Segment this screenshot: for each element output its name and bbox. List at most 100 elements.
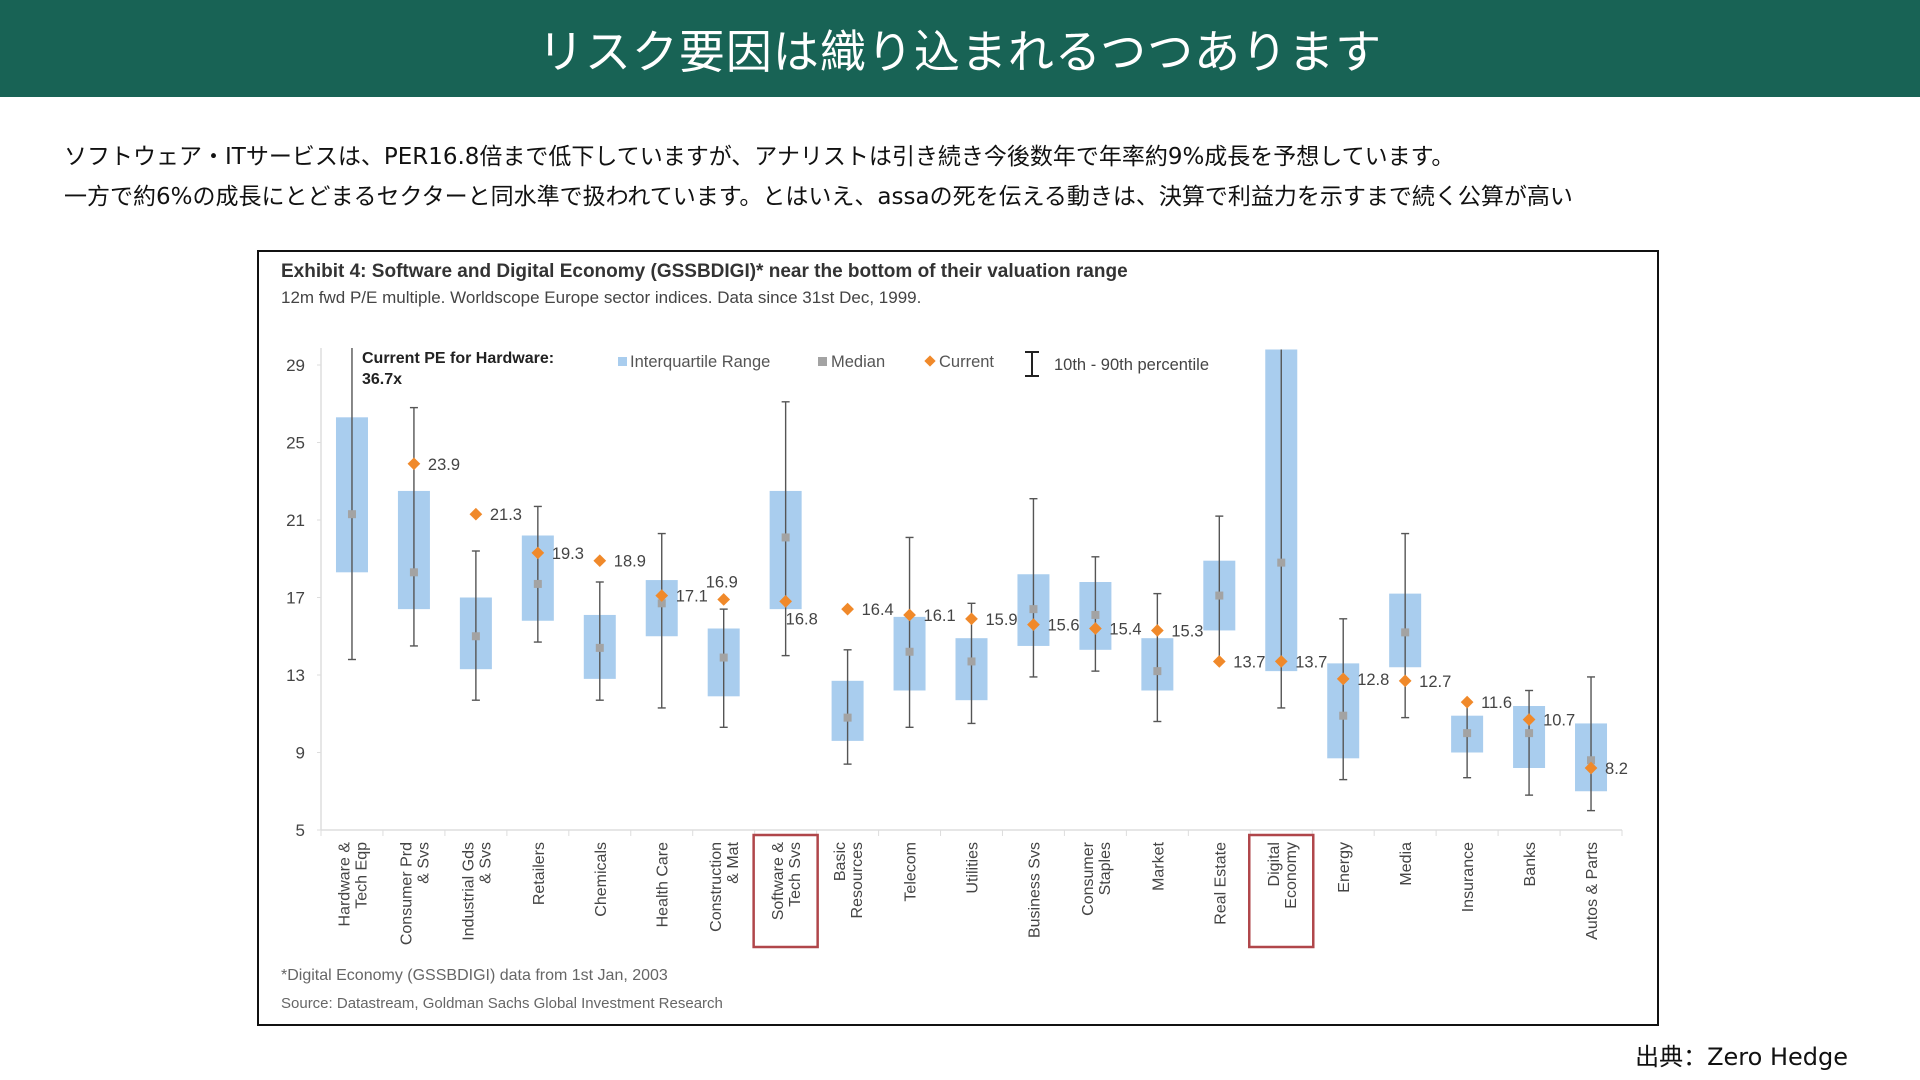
current-value-label: 8.2 <box>1605 760 1628 778</box>
current-value-label: 15.9 <box>986 611 1018 629</box>
category-group: 23.9 Consumer Prd & Svs <box>397 406 460 945</box>
credit-source: 出典：Zero Hedge <box>1635 1043 1848 1071</box>
x-tick-label: Utilities <box>965 842 982 894</box>
category-group: 11.6 Insurance <box>1451 694 1512 912</box>
chart-title: Exhibit 4: Software and Digital Economy … <box>281 261 1128 282</box>
x-tick-label: Staples <box>1097 842 1114 895</box>
x-tick-label: Autos & Parts <box>1584 842 1601 940</box>
legend-whisker-label: 10th - 90th percentile <box>1054 356 1209 374</box>
current-value-label: 10.7 <box>1543 712 1575 730</box>
x-tick-label: Telecom <box>903 842 920 902</box>
current-value-label: 12.7 <box>1419 673 1451 691</box>
x-tick-label: Consumer Prd <box>398 842 415 945</box>
current-value-label: 16.1 <box>924 607 956 625</box>
legend-median-label: Median <box>831 353 885 371</box>
legend-iqr-swatch <box>618 357 627 366</box>
legend-iqr-label: Interquartile Range <box>630 353 770 371</box>
current-value-label: 15.6 <box>1047 617 1079 635</box>
axes: 5 9 13 17 21 25 29 <box>286 348 1623 840</box>
hardware-annotation: Current PE for Hardware: 36.7x <box>362 350 554 388</box>
category-group: 15.6 Business Svs <box>1017 497 1080 938</box>
category-group: 16.4 Basic Resources <box>831 601 894 918</box>
current-value-label: 17.1 <box>676 588 708 606</box>
current-value-label: 21.3 <box>490 506 522 524</box>
median-marker <box>533 579 542 588</box>
category-group: Hardware & Tech Eqp <box>335 348 370 927</box>
median-marker <box>1029 605 1038 614</box>
median-marker <box>347 510 356 519</box>
x-tick-label: Resources <box>849 842 866 918</box>
annotation-line-2: 36.7x <box>362 371 402 388</box>
x-tick-label: Retailers <box>531 842 548 905</box>
x-tick-label: Hardware & <box>336 842 353 927</box>
y-tick-label: 21 <box>286 511 305 530</box>
x-tick-label: Construction <box>708 842 725 932</box>
category-group: 17.1 Health Care <box>645 532 708 927</box>
median-marker <box>967 657 976 666</box>
category-group: 8.2 Autos & Parts <box>1575 676 1628 940</box>
current-value-label: 16.8 <box>786 610 818 628</box>
median-marker <box>1463 729 1472 738</box>
current-value-label: 16.4 <box>862 601 894 619</box>
x-tick-label: Industrial Gds <box>460 842 477 941</box>
category-group: 10.7 Banks <box>1513 689 1575 886</box>
current-marker <box>593 554 607 568</box>
category-group: 15.3 Market <box>1141 592 1203 891</box>
x-tick-label: Digital <box>1266 842 1283 886</box>
category-group: 13.7 Digital Economy <box>1248 349 1327 949</box>
legend: Interquartile Range Median Current 10th … <box>618 351 1209 377</box>
legend-median-swatch <box>818 357 827 366</box>
current-value-label: 11.6 <box>1481 694 1512 712</box>
x-tick-label: Tech Eqp <box>353 842 370 909</box>
category-group: 13.7 Real Estate <box>1203 515 1265 925</box>
current-marker <box>469 507 483 521</box>
current-value-label: 12.8 <box>1357 671 1389 689</box>
median-marker <box>719 653 728 662</box>
lead-line-1: ソフトウェア・ITサービスは、PER16.8倍まで低下していますが、アナリストは… <box>64 144 1455 170</box>
median-marker <box>1153 667 1162 676</box>
median-marker <box>905 647 914 656</box>
chart-source: Source: Datastream, Goldman Sachs Global… <box>281 995 723 1012</box>
x-tick-label: Chemicals <box>593 842 610 917</box>
x-tick-label: Basic <box>832 842 849 881</box>
x-tick-label: Media <box>1398 842 1415 886</box>
y-tick-label: 17 <box>286 589 305 608</box>
current-marker <box>1212 655 1226 668</box>
current-marker <box>1150 624 1164 637</box>
category-group: 16.9 Construction & Mat <box>706 573 743 931</box>
median-marker <box>409 568 418 577</box>
current-value-label: 19.3 <box>552 545 584 563</box>
median-marker <box>1215 591 1224 600</box>
median-marker <box>471 632 480 641</box>
x-tick-label: Business Svs <box>1026 842 1043 938</box>
current-value-label: 13.7 <box>1295 653 1327 671</box>
annotation-line-1: Current PE for Hardware: <box>362 350 554 367</box>
chart-footnote: *Digital Economy (GSSBDIGI) data from 1s… <box>281 967 668 984</box>
x-tick-label: Market <box>1150 841 1167 890</box>
category-group: 12.7 Media <box>1389 532 1451 886</box>
highlight-frame <box>1248 833 1315 949</box>
x-tick-label: & Mat <box>725 841 742 883</box>
median-marker <box>1401 628 1410 637</box>
category-group: 18.9 Chemicals <box>583 553 646 917</box>
page-title: リスク要因は織り込まれるつつあります <box>537 24 1383 79</box>
median-marker <box>1277 558 1286 567</box>
median-marker <box>595 643 604 652</box>
y-tick-label: 5 <box>296 821 305 840</box>
current-value-label: 15.4 <box>1109 621 1141 639</box>
median-marker <box>1339 711 1348 720</box>
x-tick-label: Consumer <box>1080 841 1097 915</box>
median-marker <box>1587 756 1596 765</box>
y-tick-label: 25 <box>286 434 305 453</box>
category-group: 12.8 Energy <box>1327 618 1389 893</box>
current-marker <box>407 457 421 471</box>
category-group: 21.3 Industrial Gds & Svs <box>459 506 522 941</box>
category-group: 15.4 Consumer Staples <box>1079 556 1142 916</box>
current-value-label: 13.7 <box>1233 653 1265 671</box>
x-tick-label: & Svs <box>415 842 432 884</box>
x-tick-label: Software & <box>770 842 787 921</box>
category-group: 16.1 Telecom <box>893 536 956 902</box>
category-group: 19.3 Retailers <box>521 505 584 905</box>
